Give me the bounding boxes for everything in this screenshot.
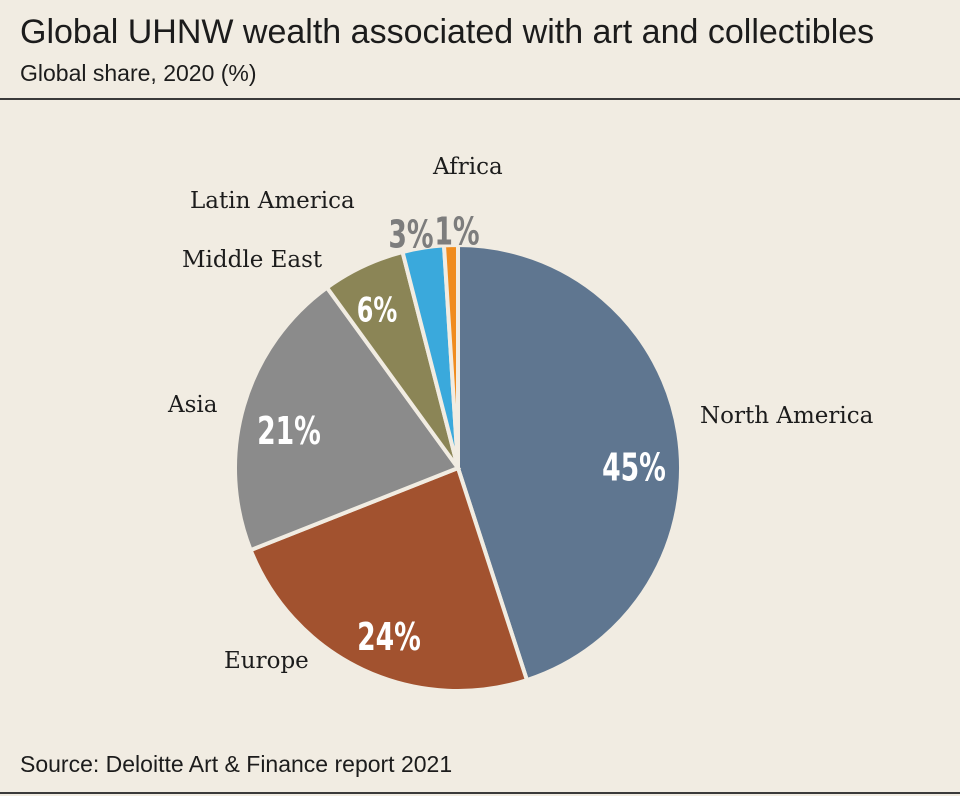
chart-title: Global UHNW wealth associated with art a… [20, 13, 875, 51]
category-label-north-america: North America [700, 403, 874, 429]
pie-slices [233, 242, 683, 693]
pie-labels: North America 45% Europe 24% Asia 21% Middle E… [167, 154, 874, 674]
slice-asia [233, 284, 462, 553]
value-label-asia: 21% [257, 410, 321, 455]
value-label-africa: 1% [434, 210, 479, 255]
chart-subtitle: Global share, 2020 (%) [20, 60, 257, 86]
value-label-north-america: 45% [602, 446, 666, 491]
value-label-latin-america: 3% [388, 213, 433, 258]
chart-header: Global UHNW wealth associated with art a… [0, 0, 960, 100]
value-label-middle-east: 6% [357, 291, 397, 330]
category-label-latin-america: Latin America [190, 188, 355, 214]
category-label-middle-east: Middle East [182, 247, 323, 273]
category-label-asia: Asia [167, 392, 218, 418]
value-label-europe: 24% [357, 616, 421, 661]
chart-footer: Source: Deloitte Art & Finance report 20… [0, 744, 960, 796]
footer-rule [0, 792, 960, 794]
category-label-africa: Africa [432, 154, 503, 180]
category-label-europe: Europe [224, 648, 309, 674]
source-note: Source: Deloitte Art & Finance report 20… [20, 751, 453, 777]
slice-africa [441, 242, 460, 469]
slice-north-america [456, 242, 683, 683]
